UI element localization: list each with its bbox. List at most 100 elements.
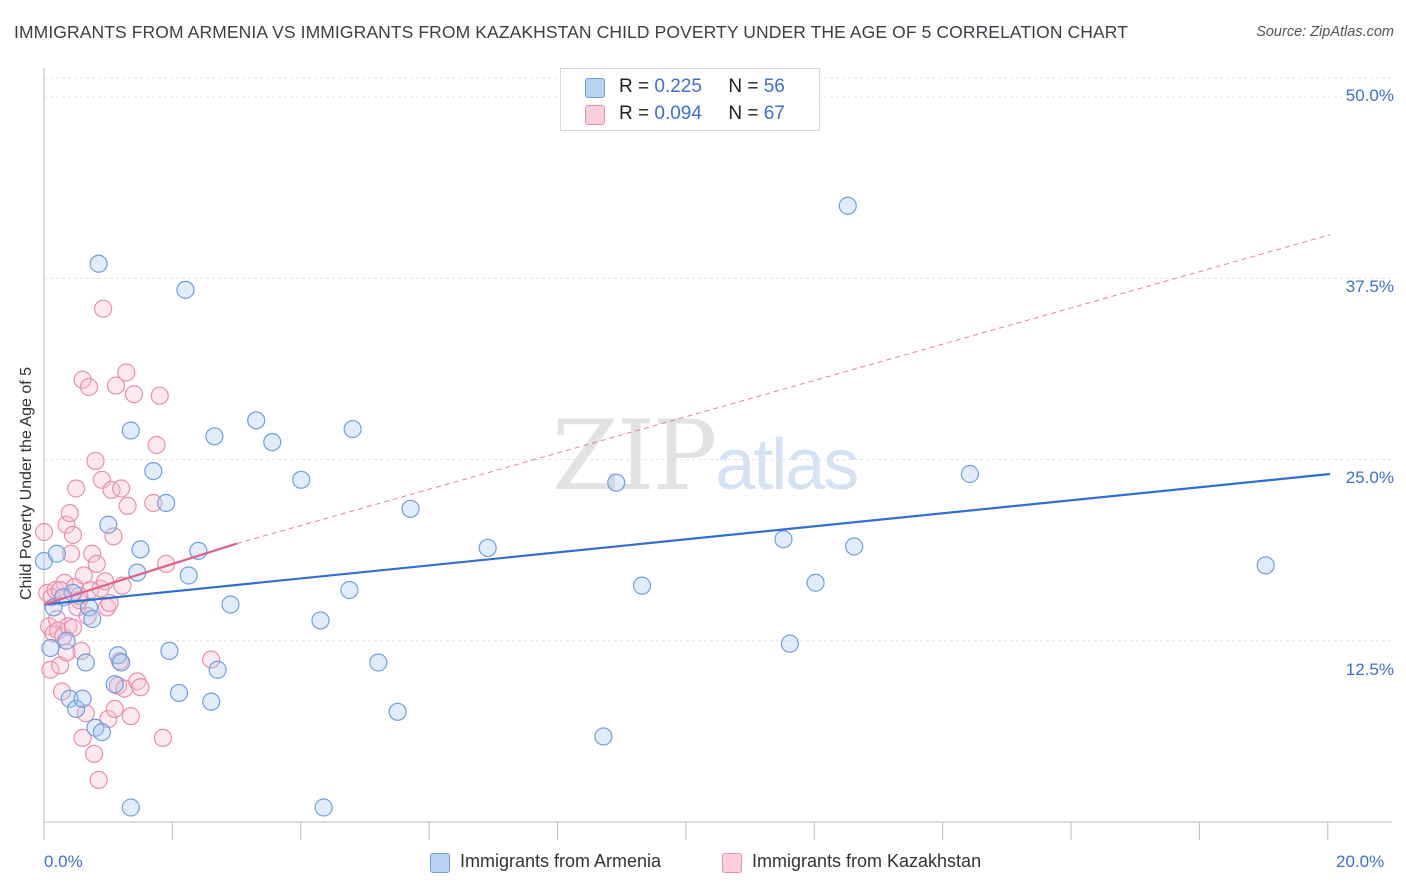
point-kazakhstan <box>67 479 86 498</box>
point-kazakhstan <box>63 525 83 545</box>
bottom-legend-label-kazakhstan: Immigrants from Kazakhstan <box>752 851 982 871</box>
point-armenia <box>594 727 613 746</box>
bottom-legend-swatch-armenia <box>430 853 450 873</box>
point-armenia <box>632 576 652 595</box>
x-tick-label-min: 0.0% <box>44 852 83 871</box>
point-armenia <box>41 638 60 658</box>
trend-line-kazakhstan <box>43 542 238 606</box>
point-armenia <box>60 689 79 708</box>
point-armenia <box>105 675 124 694</box>
point-kazakhstan <box>60 504 79 523</box>
x-tick-label-max: 20.0% <box>1336 852 1385 871</box>
point-kazakhstan <box>153 728 173 748</box>
point-armenia <box>845 537 864 556</box>
y-tick-label-50: 50.0% <box>1345 86 1394 105</box>
legend-n-kazakhstan: 67 <box>763 103 785 124</box>
y-tick-label-12-5: 12.5% <box>1345 660 1394 679</box>
point-armenia <box>780 634 799 653</box>
legend-n-label: N = <box>728 76 759 97</box>
point-armenia <box>806 573 825 592</box>
point-armenia <box>73 689 92 708</box>
y-axis-label: Child Poverty Under the Age of 5 <box>18 366 35 600</box>
point-armenia <box>388 702 407 721</box>
point-kazakhstan <box>89 770 108 790</box>
point-kazakhstan <box>118 496 137 515</box>
point-armenia <box>99 515 118 534</box>
point-armenia <box>83 609 102 629</box>
point-armenia <box>311 611 330 630</box>
point-kazakhstan <box>106 376 126 395</box>
legend-r-kazakhstan: 0.094 <box>654 103 702 124</box>
point-armenia <box>169 683 189 703</box>
point-armenia <box>121 421 140 440</box>
point-armenia <box>1256 556 1275 575</box>
legend-n-label: N = <box>728 103 759 124</box>
point-kazakhstan <box>144 493 163 513</box>
point-armenia <box>160 641 179 661</box>
point-armenia <box>144 462 163 481</box>
correlation-legend: R = 0.225 N = 56 R = 0.094 N = 67 <box>560 68 820 131</box>
legend-r-label: R = <box>619 76 650 97</box>
point-armenia <box>92 722 111 742</box>
point-armenia <box>340 580 359 600</box>
point-armenia <box>112 653 131 672</box>
point-kazakhstan <box>52 682 72 701</box>
point-kazakhstan <box>121 707 140 726</box>
point-kazakhstan <box>85 744 104 763</box>
legend-swatch-kazakhstan <box>585 105 605 125</box>
point-kazakhstan <box>105 699 124 719</box>
chart-title: IMMIGRANTS FROM ARMENIA VS IMMIGRANTS FR… <box>14 22 1129 42</box>
point-armenia <box>292 470 311 489</box>
legend-r-armenia: 0.225 <box>654 76 702 97</box>
point-kazakhstan <box>150 386 169 405</box>
point-armenia <box>478 538 497 558</box>
point-armenia <box>314 798 333 817</box>
point-armenia <box>369 653 388 672</box>
point-armenia <box>205 427 224 446</box>
legend-swatch-armenia <box>585 78 605 98</box>
point-kazakhstan <box>147 435 166 455</box>
point-armenia <box>607 473 626 492</box>
point-kazakhstan <box>124 385 144 404</box>
source-label: Source: ZipAtlas.com <box>1256 24 1394 40</box>
point-armenia <box>176 280 195 299</box>
point-armenia <box>131 540 150 559</box>
point-armenia <box>67 699 86 719</box>
y-tick-label-37-5: 37.5% <box>1345 277 1394 296</box>
point-armenia <box>47 544 66 563</box>
point-kazakhstan <box>112 479 131 498</box>
trend-line-armenia <box>43 472 1331 606</box>
point-armenia <box>960 464 980 484</box>
point-kazakhstan <box>83 544 102 563</box>
point-kazakhstan <box>73 370 92 389</box>
point-kazakhstan <box>86 451 105 471</box>
point-armenia <box>838 196 857 215</box>
point-armenia <box>76 653 95 672</box>
legend-r-label: R = <box>619 103 650 124</box>
point-armenia <box>247 411 266 430</box>
point-kazakhstan <box>72 641 91 661</box>
point-kazakhstan <box>94 299 113 318</box>
point-armenia <box>202 692 221 711</box>
point-kazakhstan <box>73 728 92 748</box>
point-armenia <box>208 660 227 679</box>
point-armenia <box>121 798 140 817</box>
point-kazakhstan <box>41 660 60 679</box>
point-armenia <box>157 493 176 513</box>
point-armenia <box>263 433 282 452</box>
point-kazakhstan <box>76 704 95 723</box>
point-armenia <box>401 499 420 518</box>
bottom-legend-swatch-kazakhstan <box>722 853 742 873</box>
point-kazakhstan <box>61 544 81 563</box>
point-kazakhstan <box>102 480 121 500</box>
point-kazakhstan <box>131 678 150 697</box>
trend-extension-kazakhstan <box>236 234 1331 545</box>
point-kazakhstan <box>57 515 76 534</box>
bottom-legend-label-armenia: Immigrants from Armenia <box>460 851 662 871</box>
point-armenia <box>57 631 76 650</box>
legend-n-armenia: 56 <box>763 76 785 97</box>
point-kazakhstan <box>79 377 99 397</box>
point-armenia <box>89 254 108 273</box>
point-armenia <box>774 530 793 549</box>
